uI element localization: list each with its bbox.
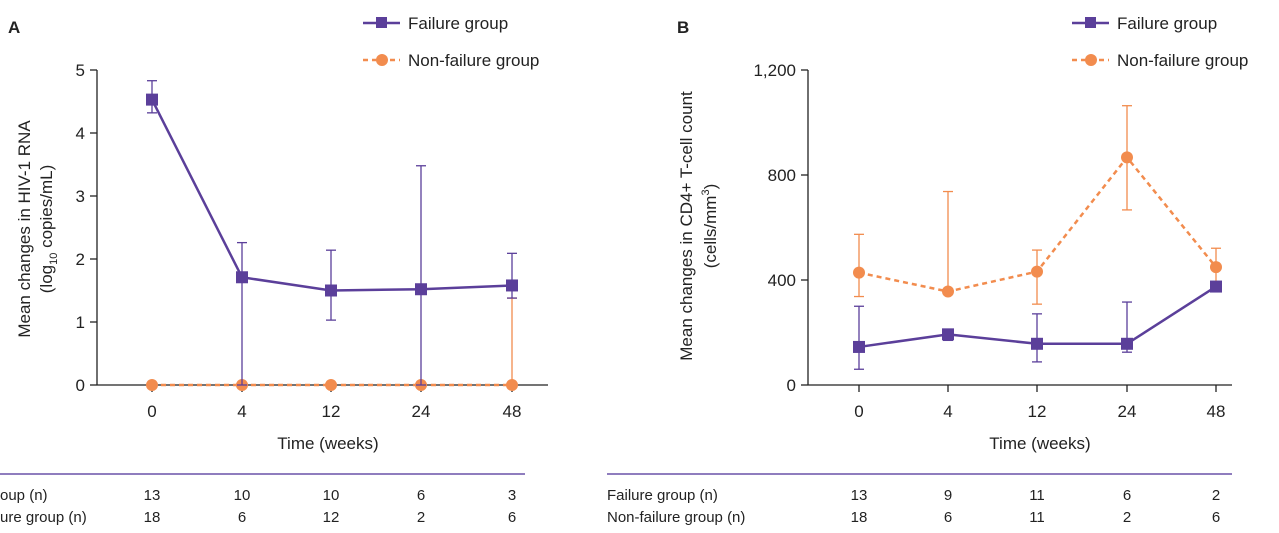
panel-b-table-cell: 11 — [1029, 487, 1045, 504]
panel-b-ylabel-line2: (cells/mm3) — [700, 184, 720, 269]
panel-a-y-tick-label: 2 — [76, 250, 85, 269]
panel-b-nonfailure-point — [1210, 261, 1222, 274]
panel-a-failure-point — [146, 93, 158, 106]
panel-a-failure-point — [415, 283, 427, 296]
panel-a-table-row1-label: oup (n) — [0, 487, 48, 504]
panel-a-table-cell: 6 — [417, 487, 425, 504]
panel-a-ylabel-sub: 10 — [48, 253, 60, 265]
panel-b-table-cell: 6 — [1212, 509, 1220, 526]
panel-b-legend-failure-label: Failure group — [1117, 14, 1217, 33]
panel-a-x-tick-label: 4 — [237, 402, 246, 421]
panel-a-ylabel-part2: copies/mL) — [37, 165, 56, 253]
panel-b-nonfailure-point — [942, 285, 954, 298]
panel-b-failure-point — [942, 328, 954, 341]
panel-b-nonfailure-point — [1121, 151, 1133, 164]
panel-a-ylabel-line1: Mean changes in HIV-1 RNA — [15, 120, 34, 338]
panel-a-legend-nonfailure-label: Non-failure group — [408, 51, 539, 70]
panel-b-table-cell: 9 — [944, 487, 952, 504]
panel-a-ylabel-line2: (log10 copies/mL) — [37, 165, 60, 293]
panel-b-table-cell: 2 — [1212, 487, 1220, 504]
panel-b-table-cell: 2 — [1123, 509, 1131, 526]
panel-b-y-tick-label: 800 — [768, 166, 796, 185]
panel-a-y-tick-label: 3 — [76, 187, 85, 206]
panel-a-failure-point — [325, 284, 337, 297]
panel-a-ylabel: Mean changes in HIV-1 RNA (log10 copies/… — [15, 120, 60, 338]
panel-a-failure-point — [506, 279, 518, 292]
panel-b-ylabel: Mean changes in CD4+ T-cell count (cells… — [677, 91, 720, 361]
panel-b-table-row2-label: Non-failure group (n) — [607, 509, 745, 526]
panel-b-failure-point — [1121, 337, 1133, 350]
panel-b-table-cell: 18 — [851, 509, 868, 526]
panel-b: B Mean changes in CD4+ T-cell count (cel… — [607, 14, 1248, 526]
panel-b-ylabel-part1: (cells/mm — [701, 196, 720, 269]
panel-b-table-cell: 13 — [851, 487, 868, 504]
panel-a-x-tick-label: 12 — [322, 402, 341, 421]
panel-a-table-cell: 10 — [234, 487, 251, 504]
panel-a-failure-line — [150, 99, 513, 292]
panel-a-legend-nonfailure-marker — [376, 54, 388, 66]
panel-b-table-cell: 6 — [1123, 487, 1131, 504]
panel-b-y-tick-label: 400 — [768, 271, 796, 290]
panel-b-failure-point — [1031, 337, 1043, 350]
panel-b-xlabel: Time (weeks) — [989, 434, 1090, 453]
panel-a-x-tick-label: 24 — [412, 402, 431, 421]
panel-a-legend-failure-label: Failure group — [408, 14, 508, 33]
panel-a-table-cell: 10 — [323, 487, 340, 504]
panel-b-failure-point — [1210, 280, 1222, 293]
panel-b-table-cell: 6 — [944, 509, 952, 526]
panel-a-table-cell: 3 — [508, 487, 516, 504]
panel-a-failure-point — [236, 271, 248, 284]
panel-b-legend: Failure group Non-failure group — [1072, 14, 1248, 70]
panel-b-table-row1-label: Failure group (n) — [607, 487, 718, 504]
panel-a-table-cell: 6 — [508, 509, 516, 526]
panel-b-letter: B — [677, 18, 689, 37]
panel-b-ylabel-sup: 3 — [700, 189, 712, 195]
panel-b-x-tick-label: 12 — [1028, 402, 1047, 421]
panel-a-xlabel: Time (weeks) — [277, 434, 378, 453]
panel-a-table-row2-label: ure group (n) — [0, 509, 87, 526]
panel-b-legend-failure-marker — [1085, 17, 1096, 28]
panel-a-legend-failure-marker — [376, 17, 387, 28]
panel-a-x-tick-label: 0 — [147, 402, 156, 421]
panel-b-nonfailure-point — [853, 266, 865, 279]
panel-a: A Mean changes in HIV-1 RNA (log10 copie… — [0, 14, 539, 526]
panel-a-table-cell: 18 — [144, 509, 161, 526]
panel-a-y-tick-label: 4 — [76, 124, 85, 143]
panel-b-legend-nonfailure-label: Non-failure group — [1117, 51, 1248, 70]
panel-b-x-tick-label: 24 — [1118, 402, 1137, 421]
panel-b-nonfailure-point — [1031, 265, 1043, 278]
panel-a-letter: A — [8, 18, 20, 37]
panel-b-ylabel-part2: ) — [701, 184, 720, 190]
panel-b-failure-point — [853, 340, 865, 353]
panel-a-nonfailure-point — [146, 379, 158, 391]
panel-a-table-cell: 2 — [417, 509, 425, 526]
panel-a-y-tick-label: 5 — [76, 61, 85, 80]
panel-b-y-tick-label: 0 — [787, 376, 796, 395]
panel-a-legend: Failure group Non-failure group — [363, 14, 539, 70]
panel-b-table-cell: 11 — [1029, 509, 1045, 526]
panel-a-table-cell: 6 — [238, 509, 246, 526]
panel-a-table-cell: 12 — [323, 509, 340, 526]
panel-a-nonfailure-point — [506, 379, 518, 391]
panel-b-y-tick-label: 1,200 — [753, 61, 796, 80]
panel-b-x-tick-label: 4 — [943, 402, 952, 421]
panel-a-y-tick-label: 1 — [76, 313, 85, 332]
panel-a-table-cell: 13 — [144, 487, 161, 504]
panel-b-x-tick-label: 48 — [1207, 402, 1226, 421]
panel-a-ylabel-part1: (log — [37, 265, 56, 293]
panel-a-nonfailure-point — [325, 379, 337, 391]
panel-a-x-tick-label: 48 — [503, 402, 522, 421]
panel-b-ylabel-line1: Mean changes in CD4+ T-cell count — [677, 91, 696, 361]
panel-b-x-tick-label: 0 — [854, 402, 863, 421]
panel-a-y-tick-label: 0 — [76, 376, 85, 395]
panel-b-plot: 0 400 800 1,200 0 4 12 24 48 13 9 11 6 2 18 6 11 2 6 — [753, 61, 1232, 526]
panel-b-legend-nonfailure-marker — [1085, 54, 1097, 66]
